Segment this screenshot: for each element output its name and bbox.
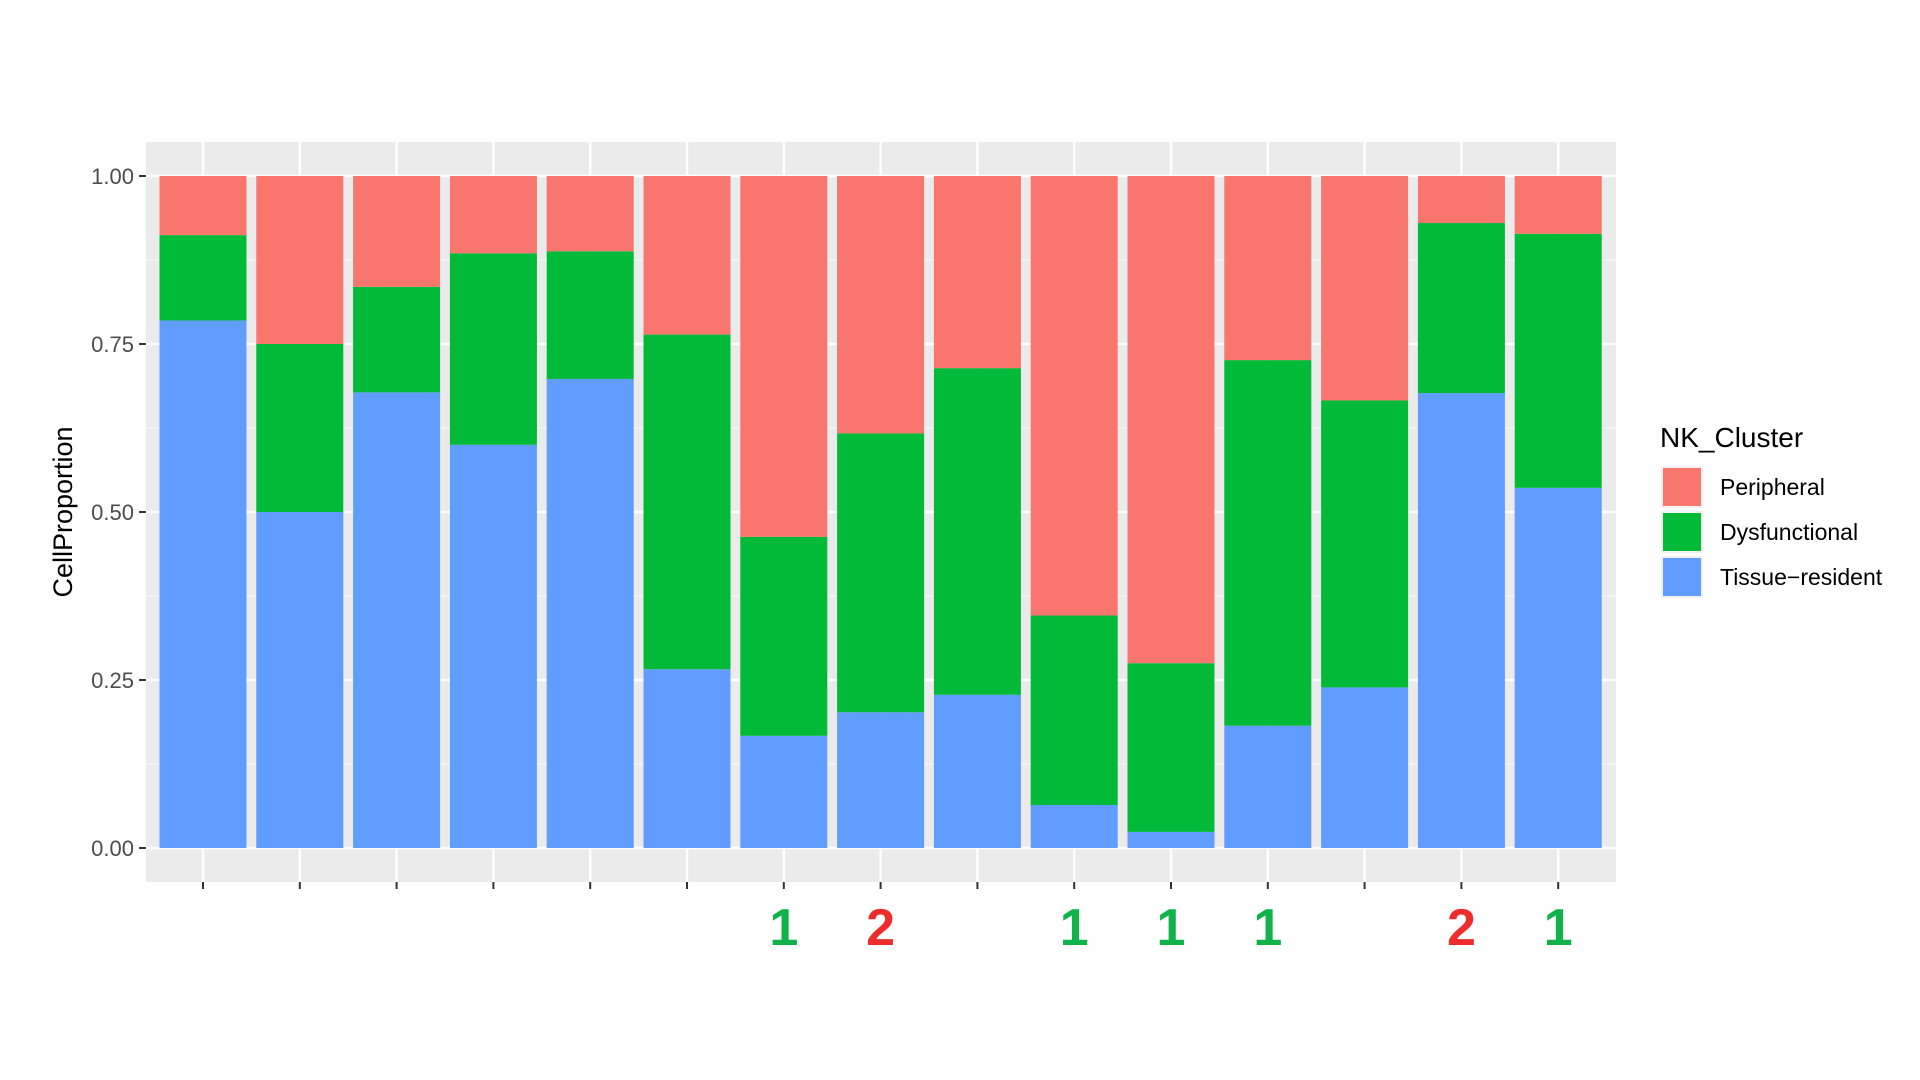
bar-segment bbox=[1127, 663, 1215, 832]
bar-segment bbox=[1321, 687, 1409, 848]
y-axis-title: CellProportion bbox=[48, 426, 78, 597]
bar-segment bbox=[1514, 176, 1602, 234]
legend: NK_Cluster Peripheral Dysfunctional Tissue… bbox=[1660, 422, 1883, 598]
y-tick-label: 0.00 bbox=[91, 836, 134, 861]
bar-segment bbox=[353, 176, 441, 287]
legend-swatch bbox=[1663, 513, 1701, 551]
bar-segment bbox=[1224, 725, 1312, 848]
bar-segment bbox=[449, 253, 537, 445]
bar-segment bbox=[1514, 233, 1602, 488]
bar-segment bbox=[449, 444, 537, 848]
bar-segment bbox=[546, 378, 634, 848]
bar-segment bbox=[159, 235, 247, 321]
bar-segment bbox=[837, 176, 925, 434]
legend-swatch bbox=[1663, 558, 1701, 596]
y-axis: 0.00 0.25 0.50 0.75 1.00 bbox=[91, 164, 146, 861]
bar-segment bbox=[837, 712, 925, 848]
legend-label: Peripheral bbox=[1720, 474, 1825, 500]
bar-annotation: 2 bbox=[866, 899, 895, 957]
bar-segment bbox=[159, 176, 247, 236]
bar-segment bbox=[1224, 360, 1312, 726]
y-tick-label: 0.50 bbox=[91, 500, 134, 525]
annotations: 1 2 1 1 1 2 1 bbox=[769, 899, 1572, 957]
bar-annotation: 2 bbox=[1447, 899, 1476, 957]
bar-segment bbox=[1127, 831, 1215, 848]
y-tick-label: 1.00 bbox=[91, 164, 134, 189]
legend-swatch bbox=[1663, 468, 1701, 506]
bar-segment bbox=[353, 392, 441, 848]
bar-segment bbox=[933, 368, 1021, 695]
bar-segment bbox=[933, 176, 1021, 369]
y-tick-label: 0.25 bbox=[91, 668, 134, 693]
bar-segment bbox=[1514, 487, 1602, 848]
legend-label: Dysfunctional bbox=[1720, 519, 1858, 545]
bar-segment bbox=[1224, 176, 1312, 361]
bar-segment bbox=[256, 512, 344, 848]
bar-segment bbox=[449, 176, 537, 254]
bar-segment bbox=[1321, 400, 1409, 688]
bar-annotation: 1 bbox=[1060, 899, 1089, 957]
legend-title: NK_Cluster bbox=[1660, 422, 1803, 453]
bar-segment bbox=[546, 176, 634, 252]
bar-segment bbox=[740, 536, 828, 736]
bar-segment bbox=[1417, 176, 1505, 224]
bar-segment bbox=[353, 286, 441, 393]
bar-segment bbox=[256, 344, 344, 512]
bar-annotation: 1 bbox=[769, 899, 798, 957]
bar-segment bbox=[1030, 804, 1118, 848]
bar-segment bbox=[1321, 176, 1409, 401]
bar-segment bbox=[643, 334, 731, 670]
bar-segment bbox=[933, 694, 1021, 848]
bar-segment bbox=[740, 735, 828, 848]
bar-segment bbox=[256, 176, 344, 344]
y-tick-label: 0.75 bbox=[91, 332, 134, 357]
x-axis bbox=[202, 882, 1560, 889]
bar-segment bbox=[1127, 176, 1215, 664]
bar-segment bbox=[546, 251, 634, 379]
bar-annotation: 1 bbox=[1157, 899, 1186, 957]
bar-annotation: 1 bbox=[1544, 899, 1573, 957]
bar-segment bbox=[1417, 223, 1505, 394]
bar-segment bbox=[1030, 176, 1118, 616]
bar-segment bbox=[837, 433, 925, 713]
bar-segment bbox=[643, 176, 731, 335]
bar-segment bbox=[643, 669, 731, 848]
bar-segment bbox=[740, 176, 828, 537]
bar-segment bbox=[159, 320, 247, 849]
legend-label: Tissue−resident bbox=[1720, 564, 1883, 590]
bar-segment bbox=[1030, 615, 1118, 805]
bars bbox=[159, 176, 1602, 849]
bar-annotation: 1 bbox=[1253, 899, 1282, 957]
bar-segment bbox=[1417, 393, 1505, 848]
